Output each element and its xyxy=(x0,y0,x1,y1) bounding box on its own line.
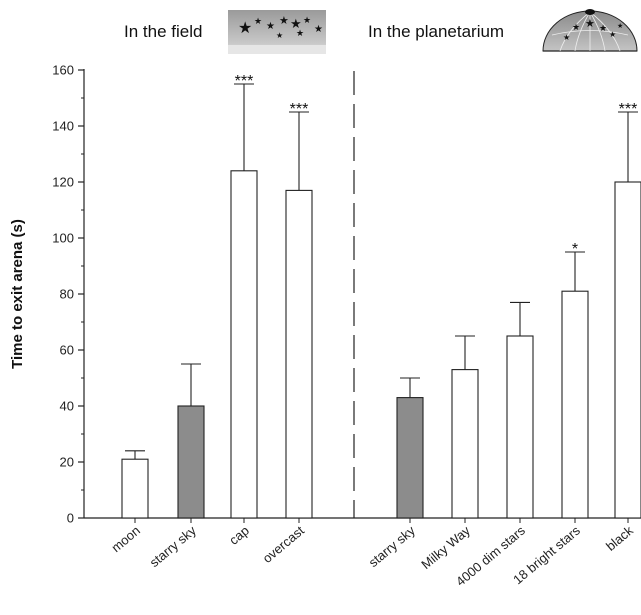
svg-text:★: ★ xyxy=(254,16,262,26)
y-axis-label: Time to exit arena (s) xyxy=(9,219,26,369)
bar xyxy=(285,189,313,519)
y-tick-label: 100 xyxy=(52,231,74,246)
bar xyxy=(506,335,534,519)
svg-text:★: ★ xyxy=(303,15,311,25)
section-title-planetarium: In the planetarium xyxy=(368,22,504,41)
x-category-label: starry sky xyxy=(366,522,419,570)
bars: ********** xyxy=(121,73,641,519)
y-tick-label: 80 xyxy=(60,287,74,302)
x-category-label: moon xyxy=(108,523,143,555)
svg-text:★: ★ xyxy=(266,21,275,32)
svg-text:★: ★ xyxy=(617,22,623,30)
bar xyxy=(561,290,589,519)
y-tick-label: 160 xyxy=(52,63,74,78)
y-tick-label: 0 xyxy=(67,511,74,526)
significance-marker: *** xyxy=(235,73,254,90)
svg-text:★: ★ xyxy=(279,15,289,27)
significance-marker: *** xyxy=(619,101,638,118)
bar xyxy=(121,458,149,519)
x-category-label: Milky Way xyxy=(418,522,473,572)
x-category-label: black xyxy=(603,522,636,553)
bar xyxy=(451,369,479,519)
svg-text:★: ★ xyxy=(599,23,607,33)
svg-text:★: ★ xyxy=(290,16,302,31)
x-labels: moon starry sky cap overcast starry sky Milky… xyxy=(108,518,636,589)
svg-text:★: ★ xyxy=(276,31,283,40)
x-category-label: overcast xyxy=(260,523,308,566)
svg-text:★: ★ xyxy=(585,18,595,30)
starry-sky-photo-icon: ★ ★ ★ ★ ★ ★ ★ ★ ★ xyxy=(228,10,326,54)
significance-marker: *** xyxy=(290,101,309,118)
svg-text:★: ★ xyxy=(563,33,570,42)
significance-marker: * xyxy=(572,241,578,258)
svg-text:★: ★ xyxy=(314,24,323,35)
y-ticks: 0 20 40 60 80 100 120 140 160 xyxy=(52,63,84,526)
y-tick-label: 140 xyxy=(52,119,74,134)
planetarium-dome-icon: ★ ★ ★ ★ ★ ★ xyxy=(542,9,638,52)
x-category-label: cap xyxy=(226,523,252,548)
y-tick-label: 20 xyxy=(60,455,74,470)
section-title-field: In the field xyxy=(124,22,202,41)
svg-text:★: ★ xyxy=(609,30,616,39)
svg-text:★: ★ xyxy=(238,20,252,37)
x-category-label: starry sky xyxy=(147,522,200,570)
bar xyxy=(230,170,258,519)
bar xyxy=(614,181,641,519)
bar xyxy=(396,397,424,519)
y-tick-label: 120 xyxy=(52,175,74,190)
svg-text:★: ★ xyxy=(296,28,304,38)
bar xyxy=(177,405,205,519)
y-tick-label: 60 xyxy=(60,343,74,358)
y-tick-label: 40 xyxy=(60,399,74,414)
svg-text:★: ★ xyxy=(572,22,580,32)
